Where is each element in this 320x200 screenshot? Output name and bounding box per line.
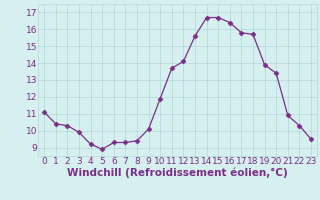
X-axis label: Windchill (Refroidissement éolien,°C): Windchill (Refroidissement éolien,°C)	[67, 168, 288, 178]
